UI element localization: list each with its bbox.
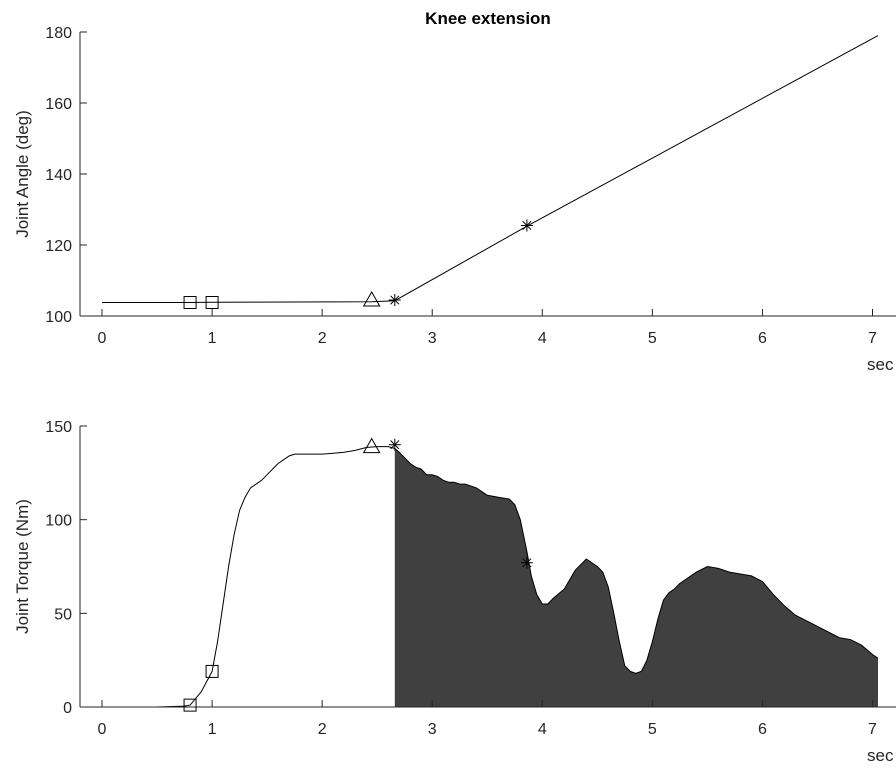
angle-y-tick-label: 100 (45, 309, 72, 326)
torque-x-tick-label: 7 (868, 721, 877, 738)
torque-x-axis-label: sec (867, 746, 894, 765)
angle-x-tick-label: 2 (318, 330, 327, 347)
torque-asterisk-marker (520, 556, 533, 569)
torque-x-tick-label: 2 (318, 721, 327, 738)
torque-x-tick-label: 1 (208, 721, 217, 738)
angle-x-tick-label: 3 (428, 330, 437, 347)
torque-y-tick-label: 100 (45, 513, 72, 530)
angle-x-tick-label: 7 (868, 330, 877, 347)
torque-y-tick-label: 50 (54, 606, 72, 623)
torque-filled-area (394, 448, 878, 707)
angle-x-tick-label: 5 (648, 330, 657, 347)
angle-triangle-marker (362, 291, 381, 307)
torque-x-tick-label: 4 (538, 721, 547, 738)
angle-y-tick-label: 180 (45, 25, 72, 42)
angle-square-marker (183, 296, 197, 310)
angle-chart-title: Knee extension (425, 9, 551, 28)
angle-panel: 100 120 140 160 180 0 1 2 3 4 5 6 7 sec Joint Angle (d… (13, 9, 896, 374)
angle-asterisk-marker (388, 294, 401, 307)
torque-y-axis-label: Joint Torque (Nm) (13, 499, 32, 634)
torque-series-line (80, 446, 879, 708)
angle-y-tick-label: 140 (45, 167, 72, 184)
angle-asterisk-marker (520, 219, 533, 232)
torque-x-tick-label: 5 (648, 721, 657, 738)
torque-y-tick-label: 0 (63, 700, 72, 717)
torque-asterisk-marker (388, 438, 401, 451)
angle-y-tick-label: 120 (45, 238, 72, 255)
torque-square-marker (183, 698, 197, 712)
angle-x-tick-label: 6 (758, 330, 767, 347)
angle-series-line (102, 35, 879, 303)
angle-x-tick-label: 1 (208, 330, 217, 347)
angle-y-axis-label: Joint Angle (deg) (13, 110, 32, 238)
angle-square-marker (205, 296, 219, 310)
torque-y-tick-label: 150 (45, 419, 72, 436)
torque-panel: 0 50 100 150 0 1 2 3 4 5 6 7 sec Joint Torque (Nm) (13, 419, 896, 765)
torque-x-tick-label: 6 (758, 721, 767, 738)
angle-x-axis-label: sec (867, 355, 894, 374)
angle-x-tick-label: 0 (98, 330, 107, 347)
torque-x-tick-label: 3 (428, 721, 437, 738)
torque-x-tick-label: 0 (98, 721, 107, 738)
torque-square-marker (205, 664, 219, 678)
angle-x-tick-label: 4 (538, 330, 547, 347)
torque-triangle-marker (362, 437, 381, 454)
angle-y-tick-label: 160 (45, 96, 72, 113)
